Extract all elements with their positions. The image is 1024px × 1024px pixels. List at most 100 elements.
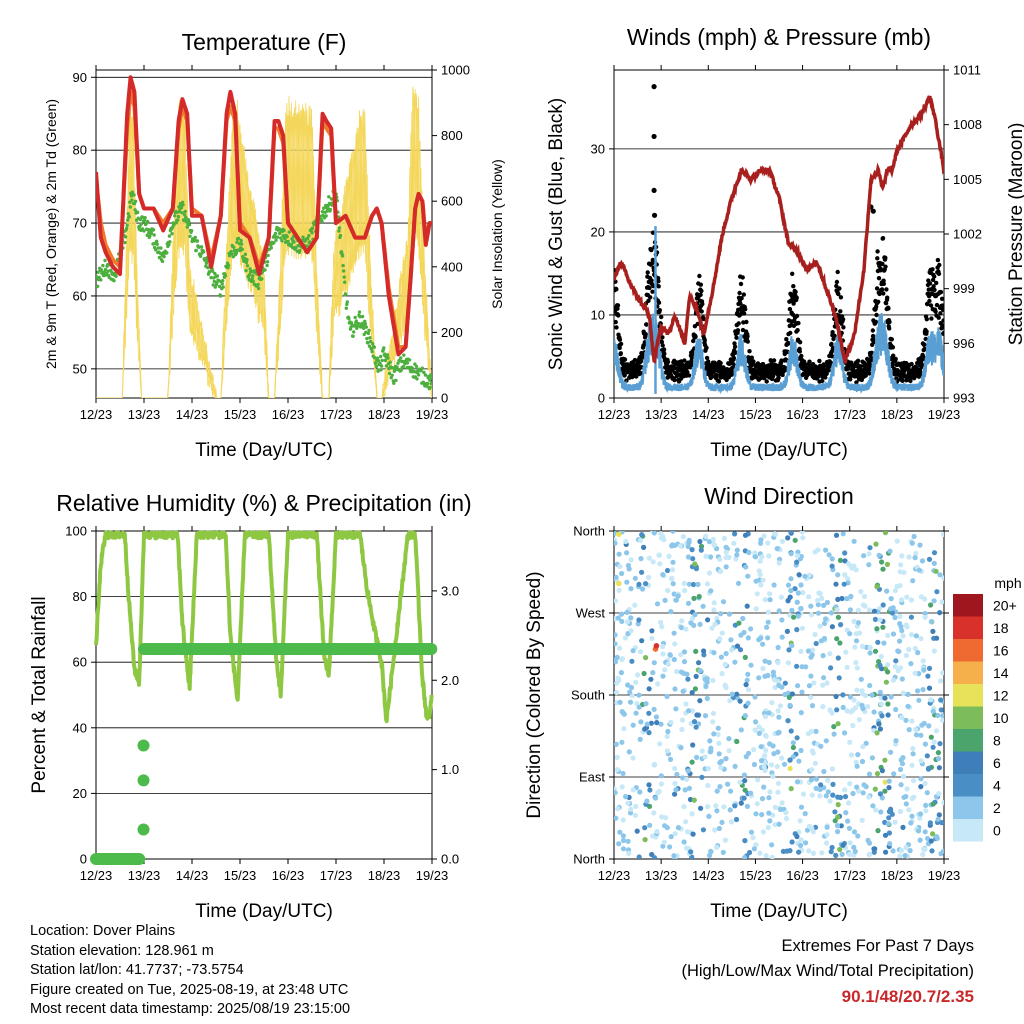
direction-point <box>683 819 689 825</box>
direction-point <box>706 813 712 819</box>
direction-point <box>863 740 869 746</box>
dewpoint-point <box>263 268 267 272</box>
y-right-axis-label: Solar Insolation (Yellow) <box>489 159 505 309</box>
gust-point <box>616 313 621 318</box>
gust-point <box>883 255 888 260</box>
direction-point <box>777 806 784 813</box>
direction-point <box>630 755 636 761</box>
direction-point <box>764 624 770 630</box>
direction-point <box>681 580 687 587</box>
gust-point <box>743 307 748 312</box>
direction-point <box>906 727 912 733</box>
direction-point <box>767 597 773 603</box>
direction-point <box>765 824 771 831</box>
direction-point <box>679 717 686 723</box>
direction-point <box>708 588 714 594</box>
direction-point <box>845 818 851 824</box>
direction-point <box>702 754 708 760</box>
direction-point <box>890 848 896 854</box>
direction-point <box>788 551 794 557</box>
direction-point <box>693 673 699 680</box>
legend-label: 18 <box>993 620 1009 636</box>
direction-point <box>675 593 681 599</box>
direction-point <box>776 714 782 720</box>
legend-label: 20+ <box>993 597 1017 613</box>
y-tick-label: 10 <box>591 307 605 322</box>
direction-point <box>888 596 894 602</box>
direction-point <box>668 834 674 840</box>
direction-point <box>813 728 819 735</box>
direction-point <box>648 676 654 682</box>
legend-swatch <box>953 774 983 797</box>
dewpoint-point <box>296 243 300 248</box>
x-tick-label: 16/23 <box>272 407 305 422</box>
dewpoint-point <box>114 274 118 278</box>
dewpoint-point <box>363 322 367 326</box>
direction-point <box>776 729 782 736</box>
direction-point <box>840 704 846 711</box>
direction-point <box>658 535 665 541</box>
direction-point <box>940 670 944 676</box>
gust-point <box>702 338 707 343</box>
direction-point <box>821 602 827 609</box>
direction-point <box>630 722 636 728</box>
legend-swatch <box>953 819 983 842</box>
gust-point <box>880 261 885 267</box>
direction-point <box>742 654 748 661</box>
x-tick-label: 18/23 <box>881 407 914 422</box>
gust-point <box>922 342 927 347</box>
direction-point <box>732 531 738 537</box>
gust-point <box>855 358 861 363</box>
gust-point <box>854 380 859 385</box>
direction-point <box>879 768 886 774</box>
gust-point <box>887 326 892 331</box>
direction-point <box>893 738 899 744</box>
gust-point <box>881 281 886 286</box>
x-tick-label: 18/23 <box>881 868 914 883</box>
direction-point <box>913 633 920 639</box>
direction-point <box>875 639 881 645</box>
gust-point <box>650 289 655 294</box>
timestamp-text: Most recent data timestamp: 2025/08/19 2… <box>30 1001 351 1017</box>
direction-point <box>928 838 934 844</box>
direction-point <box>813 776 820 782</box>
gust-point <box>938 311 943 316</box>
direction-point <box>647 787 653 793</box>
dewpoint-point <box>211 283 215 287</box>
direction-point <box>682 587 688 594</box>
gust-point <box>796 320 801 326</box>
direction-point <box>772 531 779 537</box>
dewpoint-point <box>387 371 392 376</box>
direction-point <box>779 800 785 806</box>
direction-point <box>734 552 740 558</box>
direction-point <box>812 760 819 766</box>
direction-point <box>843 649 849 655</box>
dewpoint-point <box>265 260 270 264</box>
gust-point <box>930 277 936 283</box>
direction-point <box>919 722 925 728</box>
direction-point <box>691 622 697 629</box>
gust-point <box>744 319 749 325</box>
direction-point <box>745 573 751 579</box>
gust-point <box>880 236 886 241</box>
direction-point <box>664 825 670 831</box>
direction-point <box>664 567 671 574</box>
dewpoint-point <box>256 286 261 291</box>
x-tick-label: 12/23 <box>598 868 631 883</box>
direction-point <box>896 648 902 655</box>
direction-point <box>913 726 919 733</box>
direction-point <box>619 618 625 625</box>
direction-point <box>750 835 756 841</box>
direction-point <box>831 731 837 737</box>
dewpoint-point <box>376 359 381 363</box>
direction-point <box>710 536 716 543</box>
gust-point <box>867 371 872 376</box>
direction-point <box>742 787 748 793</box>
dewpoint-point <box>374 364 379 369</box>
dewpoint-point <box>247 273 252 277</box>
direction-point <box>810 647 816 653</box>
direction-point <box>624 550 630 556</box>
dewpoint-point <box>328 207 333 212</box>
dewpoint-point <box>155 239 159 243</box>
direction-point <box>705 782 711 789</box>
